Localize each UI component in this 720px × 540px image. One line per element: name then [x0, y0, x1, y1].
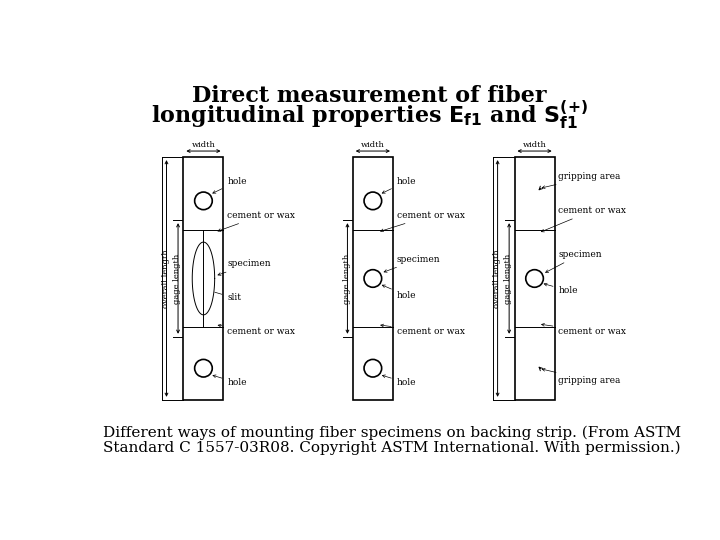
Text: cement or wax: cement or wax: [381, 211, 464, 232]
Text: width: width: [192, 141, 215, 148]
Text: hole: hole: [213, 375, 247, 387]
Text: gage length: gage length: [505, 253, 513, 303]
Text: gage length: gage length: [174, 253, 181, 303]
Text: hole: hole: [382, 375, 416, 387]
Text: Different ways of mounting fiber specimens on backing strip. (From ASTM: Different ways of mounting fiber specime…: [104, 426, 681, 440]
Text: width: width: [361, 141, 384, 148]
Text: hole: hole: [544, 284, 578, 295]
Bar: [184, 157, 223, 400]
Text: Direct measurement of fiber: Direct measurement of fiber: [192, 85, 546, 106]
Text: cement or wax: cement or wax: [381, 324, 464, 336]
Text: longitudinal properties $\mathbf{E_{f1}}$ and $\mathbf{S_{f1}^{(+)}}$: longitudinal properties $\mathbf{E_{f1}}…: [150, 98, 588, 131]
Text: gripping area: gripping area: [542, 172, 621, 188]
Text: Standard C 1557-03R08. Copyright ASTM International. With permission.): Standard C 1557-03R08. Copyright ASTM In…: [104, 441, 681, 455]
Circle shape: [364, 192, 382, 210]
Text: hole: hole: [213, 177, 247, 193]
Text: specimen: specimen: [384, 254, 441, 272]
Text: cement or wax: cement or wax: [541, 323, 626, 336]
Text: overall length: overall length: [492, 249, 501, 308]
Circle shape: [364, 269, 382, 287]
Text: hole: hole: [382, 177, 416, 193]
Text: gage length: gage length: [343, 253, 351, 303]
Text: cement or wax: cement or wax: [541, 206, 626, 232]
Text: width: width: [523, 141, 546, 148]
Bar: [515, 157, 554, 400]
Circle shape: [194, 192, 212, 210]
Text: overall length: overall length: [162, 249, 170, 308]
Circle shape: [194, 360, 212, 377]
Text: cement or wax: cement or wax: [218, 324, 295, 336]
Text: slit: slit: [208, 290, 241, 302]
Text: cement or wax: cement or wax: [218, 211, 295, 232]
Text: specimen: specimen: [546, 249, 602, 272]
Bar: [353, 157, 393, 400]
Polygon shape: [192, 242, 215, 315]
Text: specimen: specimen: [218, 259, 271, 275]
Text: gripping area: gripping area: [542, 368, 621, 385]
Circle shape: [526, 269, 544, 287]
Circle shape: [364, 360, 382, 377]
Text: hole: hole: [382, 285, 416, 300]
